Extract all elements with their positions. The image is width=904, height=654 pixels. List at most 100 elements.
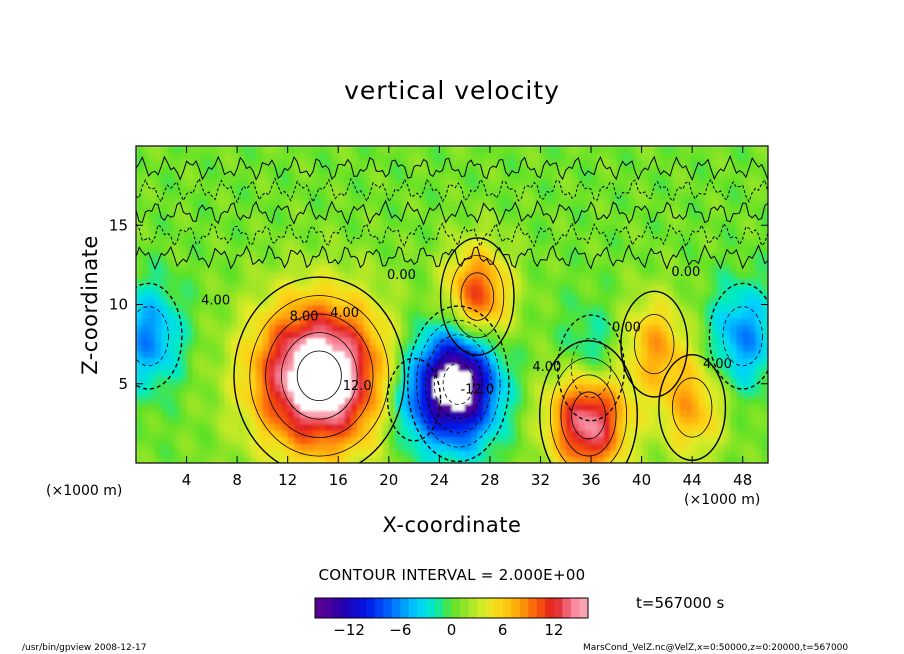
field-cell: [161, 165, 169, 174]
field-cell: [553, 317, 561, 326]
field-cell: [224, 363, 232, 372]
field-cell: [407, 192, 415, 200]
field-cell: [515, 317, 523, 326]
field-cell: [256, 152, 264, 160]
field-cell: [161, 403, 169, 411]
field-cell: [654, 403, 662, 411]
field-cell: [641, 456, 649, 463]
field-cell: [319, 344, 327, 352]
field-cell: [275, 311, 283, 319]
field-cell: [489, 443, 498, 451]
field-cell: [256, 390, 264, 398]
field-cell: [502, 317, 510, 326]
field-cell: [742, 344, 750, 352]
field-cell: [641, 311, 649, 319]
field-cell: [635, 159, 643, 167]
field-cell: [268, 429, 276, 438]
field-cell: [420, 198, 428, 207]
field-cell: [268, 436, 276, 444]
field-cell: [388, 456, 396, 463]
field-cell: [281, 337, 289, 345]
field-cell: [666, 278, 674, 286]
field-cell: [508, 396, 516, 405]
field-cell: [452, 390, 460, 398]
field-cell: [205, 198, 213, 207]
field-cell: [148, 363, 156, 372]
field-cell: [572, 350, 580, 359]
field-cell: [338, 436, 346, 444]
field-cell: [211, 449, 219, 458]
field-cell: [294, 317, 302, 326]
field-cell: [565, 179, 573, 187]
field-cell: [508, 146, 516, 154]
field-cell: [161, 311, 169, 319]
field-cell: [439, 350, 447, 359]
field-cell: [249, 423, 257, 431]
field-cell: [199, 330, 207, 339]
field-cell: [350, 291, 358, 299]
field-cell: [439, 429, 447, 438]
field-cell: [433, 251, 441, 260]
field-cell: [679, 159, 687, 167]
field-cell: [243, 264, 251, 273]
field-cell: [376, 284, 384, 293]
field-cell: [388, 231, 396, 240]
field-cell: [325, 172, 333, 180]
field-cell: [142, 396, 150, 405]
colorbar-cell: [460, 598, 470, 618]
field-cell: [205, 231, 213, 240]
field-cell: [142, 225, 150, 233]
field-cell: [761, 383, 768, 392]
field-cell: [445, 344, 453, 352]
field-cell: [483, 396, 491, 405]
field-cell: [325, 377, 333, 385]
field-cell: [420, 410, 428, 418]
field-cell: [376, 225, 384, 233]
field-cell: [717, 284, 725, 293]
field-cell: [433, 258, 441, 266]
x-tick-label: 44: [683, 471, 702, 489]
field-cell: [730, 350, 738, 359]
field-cell: [136, 146, 144, 154]
contour-ring: [722, 306, 763, 367]
field-cell: [369, 456, 377, 463]
field-cell: [553, 264, 561, 273]
field-cell: [256, 383, 264, 392]
field-cell: [249, 146, 257, 154]
field-cell: [300, 198, 308, 207]
field-cell: [673, 416, 681, 425]
field-cell: [685, 218, 693, 227]
field-cell: [350, 192, 358, 200]
field-cell: [534, 258, 542, 266]
field-cell: [205, 304, 213, 312]
field-cell: [534, 396, 542, 405]
field-cell: [376, 436, 384, 444]
field-cell: [660, 152, 668, 160]
field-cell: [249, 231, 257, 240]
field-cell: [464, 403, 472, 411]
field-cell: [565, 284, 573, 293]
field-cell: [452, 291, 460, 299]
field-cell: [666, 330, 674, 339]
field-cell: [388, 225, 396, 233]
field-cell: [559, 185, 567, 194]
field-cell: [470, 436, 479, 444]
field-cell: [508, 436, 516, 444]
field-cell: [161, 192, 169, 200]
field-cell: [742, 238, 750, 246]
field-cell: [186, 377, 194, 385]
field-cell: [742, 317, 750, 326]
field-cell: [711, 330, 719, 339]
field-cell: [237, 264, 245, 273]
field-cell: [262, 390, 270, 398]
field-cell: [357, 179, 365, 187]
field-cell: [414, 390, 422, 398]
field-cell: [502, 456, 510, 463]
field-cell: [211, 284, 219, 293]
field-cell: [534, 179, 542, 187]
field-cell: [641, 370, 649, 378]
field-cell: [730, 311, 738, 319]
field-cell: [470, 159, 479, 167]
field-cell: [704, 251, 712, 260]
field-cell: [755, 449, 763, 458]
